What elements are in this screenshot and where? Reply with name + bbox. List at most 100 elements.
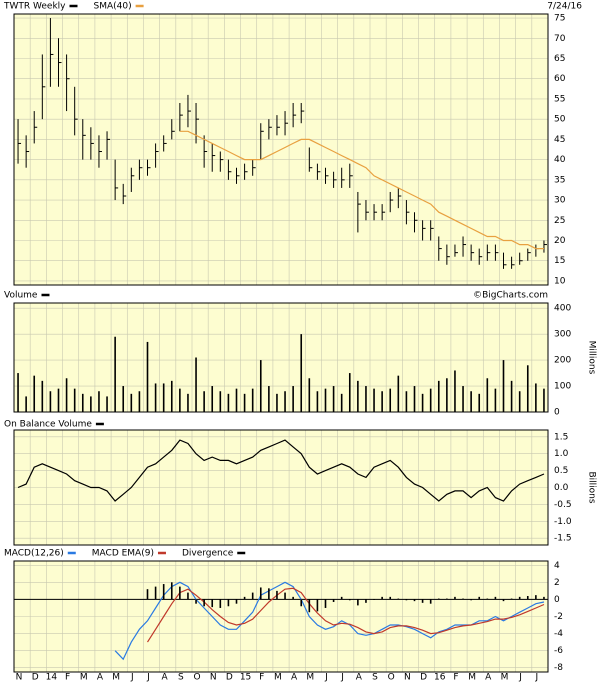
x-tick-label: A [356,673,363,683]
bar [389,596,392,600]
bar [340,393,343,412]
bar [437,380,440,412]
bar [219,391,222,412]
bar [535,595,537,600]
bar [41,380,44,412]
bar [348,373,351,412]
x-tick-label: 14 [46,673,58,683]
y-tick-label: 25 [554,216,565,226]
bar [106,396,108,412]
y-tick-label: 15 [554,256,565,266]
legend-label: Divergence [182,549,234,559]
x-tick-label: D [32,673,39,683]
series-line [146,587,545,643]
y-axis-label: Billions [587,471,597,503]
y-tick-label: 65 [554,54,565,64]
bar [57,388,60,412]
x-tick-label: 15 [240,673,251,683]
bar [122,386,125,412]
bar [276,590,278,600]
x-tick-label: O [193,673,200,683]
bar [373,599,375,600]
bar [138,391,141,412]
bar [543,596,545,600]
bar [187,393,189,412]
y-tick-label: -8 [554,663,563,673]
bar [486,378,489,412]
x-tick-label: M [306,673,314,683]
bar [526,596,529,600]
x-tick-label: M [468,673,476,683]
bar [300,599,303,607]
x-tick-label: J [340,673,344,683]
bar [227,599,230,607]
x-tick-label: A [162,673,169,683]
bar [437,598,440,600]
bar [462,598,464,600]
bar [518,596,521,600]
bar [478,596,481,600]
y-tick-label: 40 [554,155,566,165]
bar [90,396,92,412]
y-tick-label: 400 [554,304,571,314]
bar [154,586,157,600]
bar [381,391,383,412]
bar [17,373,19,412]
bar [429,599,432,604]
y-tick-label: 0.5 [554,466,568,476]
bar [413,599,416,602]
bar [130,393,133,412]
plot-frame [13,560,549,673]
x-tick-label: O [388,673,395,683]
y-tick-label: 0.0 [554,483,569,493]
x-tick-label: F [259,673,264,683]
bar [33,375,36,412]
bar [510,598,513,600]
y-tick-label: 300 [554,330,571,340]
bar [235,599,238,604]
y-tick-label: 1.5 [554,432,568,442]
series-line [17,439,545,502]
bar [259,360,262,412]
bar [308,599,311,613]
y-tick-label: 50 [554,115,566,125]
bar [446,598,448,600]
bar [405,391,408,412]
x-tick-label: A [291,673,298,683]
bar [179,388,181,412]
bar [365,599,367,603]
y-tick-label: -1.5 [554,534,572,544]
x-tick-label: N [210,673,217,683]
x-tick-label: N [404,673,411,683]
y-tick-label: 70 [554,34,566,44]
x-tick-label: F [453,673,458,683]
bar [397,375,400,412]
bar [535,383,537,412]
bar [357,599,359,606]
bar [429,388,432,412]
y-tick-label: 35 [554,175,565,185]
x-tick-label: J [534,673,538,683]
y-tick-label: 55 [554,94,565,104]
plot-frame [13,13,549,286]
source-label: ©BigCharts.com [473,291,548,301]
bar [300,334,303,412]
y-tick-label: -6 [554,646,563,656]
bar [332,599,335,602]
x-tick-label: S [372,673,378,683]
bar [413,386,416,412]
bar [227,393,230,412]
bar [203,391,205,412]
bar [146,341,149,412]
x-tick-label: F [65,673,70,683]
bar [268,386,270,412]
bar [340,596,343,600]
bar [146,589,149,600]
bar [324,388,327,412]
bar [348,599,351,601]
plot-area [14,303,548,412]
bar [243,596,246,600]
x-tick-label: J [130,673,134,683]
bar [389,388,392,412]
